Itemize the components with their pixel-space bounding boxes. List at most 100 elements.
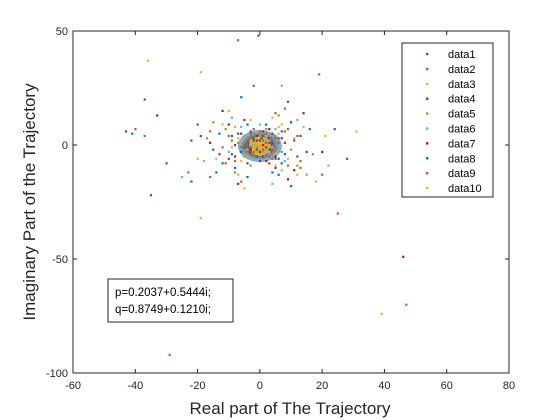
scatter-point-data4 bbox=[233, 144, 237, 147]
scatter-point-data9 bbox=[271, 157, 274, 160]
scatter-point-data4 bbox=[218, 153, 221, 156]
scatter-point-data6 bbox=[305, 173, 308, 176]
scatter-point-data2 bbox=[134, 128, 137, 131]
legend-marker bbox=[426, 52, 429, 56]
scatter-point-data7 bbox=[237, 182, 240, 185]
scatter-point-data5 bbox=[280, 150, 283, 154]
scatter-point-data7 bbox=[280, 137, 283, 140]
scatter-point-data1 bbox=[212, 148, 215, 151]
scatter-point-data3 bbox=[249, 118, 252, 122]
scatter-point-data5 bbox=[277, 114, 280, 117]
scatter-point-data8 bbox=[240, 96, 243, 99]
scatter-point-data4 bbox=[124, 130, 128, 133]
scatter-point-data4 bbox=[261, 130, 265, 133]
scatter-point-data5 bbox=[252, 132, 255, 135]
scatter-point-data3 bbox=[230, 146, 234, 149]
legend-label: data5 bbox=[448, 109, 476, 121]
scatter-point-data1 bbox=[149, 194, 153, 197]
scatter-point-data7 bbox=[302, 112, 305, 115]
scatter-point-data6 bbox=[252, 144, 255, 147]
scatter-point-data3 bbox=[258, 141, 262, 144]
scatter-point-data7 bbox=[240, 132, 243, 135]
scatter-point-data4 bbox=[299, 134, 302, 138]
scatter-point-data2 bbox=[318, 73, 321, 76]
scatter-point-data6 bbox=[261, 150, 265, 154]
scatter-point-data3 bbox=[286, 157, 290, 160]
scatter-point-data5 bbox=[237, 141, 240, 144]
scatter-point-data3 bbox=[261, 146, 265, 149]
scatter-point-data6 bbox=[283, 159, 286, 163]
scatter-point-data4 bbox=[268, 137, 271, 140]
x-tick-label: -20 bbox=[190, 380, 206, 392]
scatter-point-data1 bbox=[255, 148, 258, 151]
x-tick-label: 60 bbox=[441, 380, 453, 392]
scatter-point-data3 bbox=[265, 150, 268, 154]
legend-marker bbox=[426, 172, 429, 175]
scatter-point-data1 bbox=[265, 123, 268, 126]
scatter-point-data1 bbox=[249, 130, 252, 133]
scatter-point-data1 bbox=[290, 121, 293, 124]
scatter-point-data10 bbox=[240, 159, 243, 163]
scatter-point-data2 bbox=[240, 180, 243, 183]
scatter-point-data9 bbox=[237, 39, 240, 42]
scatter-point-data1 bbox=[230, 134, 234, 138]
scatter-point-data2 bbox=[187, 171, 190, 174]
scatter-point-data9 bbox=[252, 150, 255, 154]
x-tick-label: 20 bbox=[316, 380, 328, 392]
scatter-point-data8 bbox=[346, 157, 349, 160]
scatter-point-data8 bbox=[246, 123, 249, 126]
scatter-point-data2 bbox=[296, 134, 299, 138]
scatter-point-data6 bbox=[277, 144, 280, 147]
scatter-point-data10 bbox=[237, 137, 240, 140]
scatter-point-data5 bbox=[233, 171, 237, 174]
scatter-point-data5 bbox=[255, 146, 258, 149]
legend-label: data9 bbox=[448, 168, 476, 180]
scatter-point-data3 bbox=[215, 157, 218, 160]
x-axis-label: Real part of The Trajectory bbox=[190, 399, 391, 418]
scatter-point-data4 bbox=[227, 157, 230, 160]
legend-marker bbox=[426, 142, 429, 145]
scatter-point-data1 bbox=[277, 137, 280, 140]
legend-label: data2 bbox=[448, 64, 476, 76]
scatter-point-data1 bbox=[252, 139, 255, 142]
scatter-point-data10 bbox=[274, 164, 277, 167]
scatter-point-data2 bbox=[252, 128, 255, 131]
scatter-point-data7 bbox=[261, 144, 265, 147]
scatter-point-data9 bbox=[209, 175, 212, 179]
annotation-box: p=0.2037+0.5444i; q=0.8749+0.1210i; bbox=[107, 278, 234, 323]
scatter-point-data5 bbox=[258, 134, 262, 138]
scatter-point-data9 bbox=[299, 166, 302, 169]
scatter-point-data10 bbox=[255, 153, 258, 156]
scatter-point-data8 bbox=[296, 155, 299, 158]
scatter-point-data7 bbox=[402, 255, 405, 258]
scatter-point-data3 bbox=[271, 116, 274, 119]
x-axis-ticks: -60 -40 -20 0 20 40 60 80 bbox=[65, 31, 515, 392]
scatter-point-data1 bbox=[261, 155, 265, 158]
scatter-point-data8 bbox=[255, 155, 258, 158]
legend-label: data6 bbox=[448, 124, 476, 136]
scatter-point-data8 bbox=[165, 162, 168, 165]
scatter-point-data4 bbox=[258, 159, 262, 163]
scatter-point-data10 bbox=[196, 157, 199, 160]
legend-marker bbox=[426, 186, 429, 190]
scatter-point-data5 bbox=[290, 148, 293, 151]
scatter-point-data9 bbox=[268, 162, 271, 165]
scatter-point-data4 bbox=[249, 150, 252, 154]
scatter-point-data2 bbox=[271, 148, 274, 151]
scatter-point-data8 bbox=[199, 134, 202, 138]
x-tick-label: 80 bbox=[503, 380, 515, 392]
scatter-point-data7 bbox=[156, 114, 159, 117]
scatter-point-data3 bbox=[255, 137, 258, 140]
scatter-point-data1 bbox=[143, 98, 146, 101]
x-tick-label: 40 bbox=[378, 380, 390, 392]
scatter-point-data4 bbox=[190, 139, 193, 142]
scatter-point-data10 bbox=[277, 132, 280, 135]
scatter-point-data3 bbox=[237, 173, 240, 176]
scatter-point-data2 bbox=[274, 112, 277, 115]
y-tick-label: -100 bbox=[46, 368, 68, 380]
scatter-point-data4 bbox=[286, 100, 290, 103]
annotation-line-1: p=0.2037+0.5444i; bbox=[115, 287, 211, 299]
scatter-point-data10 bbox=[324, 134, 327, 138]
scatter-point-data7 bbox=[249, 148, 252, 151]
legend-label: data4 bbox=[448, 94, 476, 106]
